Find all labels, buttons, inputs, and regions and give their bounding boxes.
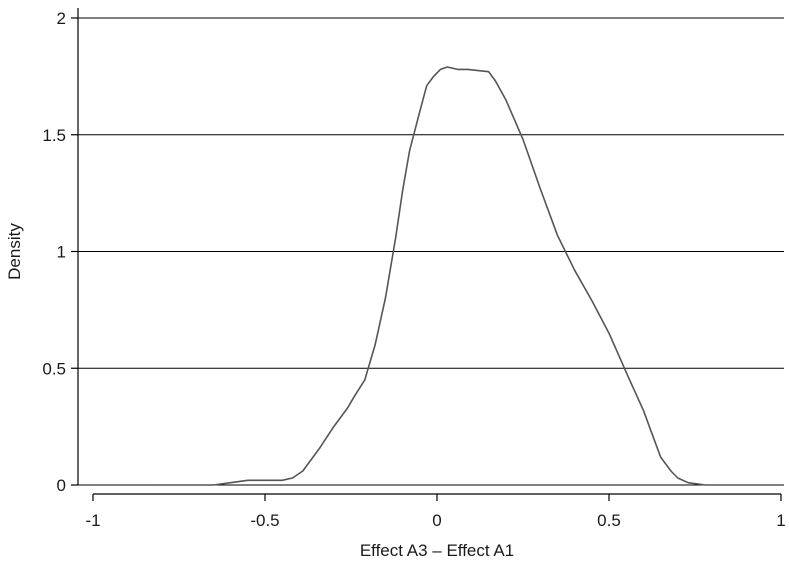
- x-tick-label: -1: [85, 511, 100, 530]
- density-curve: [151, 66, 706, 486]
- x-tick-label: -0.5: [250, 511, 279, 530]
- gridlines: [78, 17, 784, 486]
- y-tick-label: 0.5: [42, 359, 66, 378]
- y-tick-label: 1: [57, 243, 66, 262]
- y-axis-title: Density: [5, 223, 24, 280]
- y-tick-label: 2: [57, 9, 66, 28]
- x-axis-title: Effect A3 – Effect A1: [360, 541, 514, 560]
- y-tick-label: 1.5: [42, 126, 66, 145]
- x-tick-label: 0: [432, 511, 441, 530]
- y-tick-label: 0: [57, 476, 66, 495]
- x-tick-label: 1: [776, 511, 785, 530]
- x-tick-label: 0.5: [597, 511, 621, 530]
- ticks: 0 0.5 1 1.5 2 -1 -0.5 0 0.5 1: [42, 9, 785, 530]
- series-layer: [151, 66, 706, 486]
